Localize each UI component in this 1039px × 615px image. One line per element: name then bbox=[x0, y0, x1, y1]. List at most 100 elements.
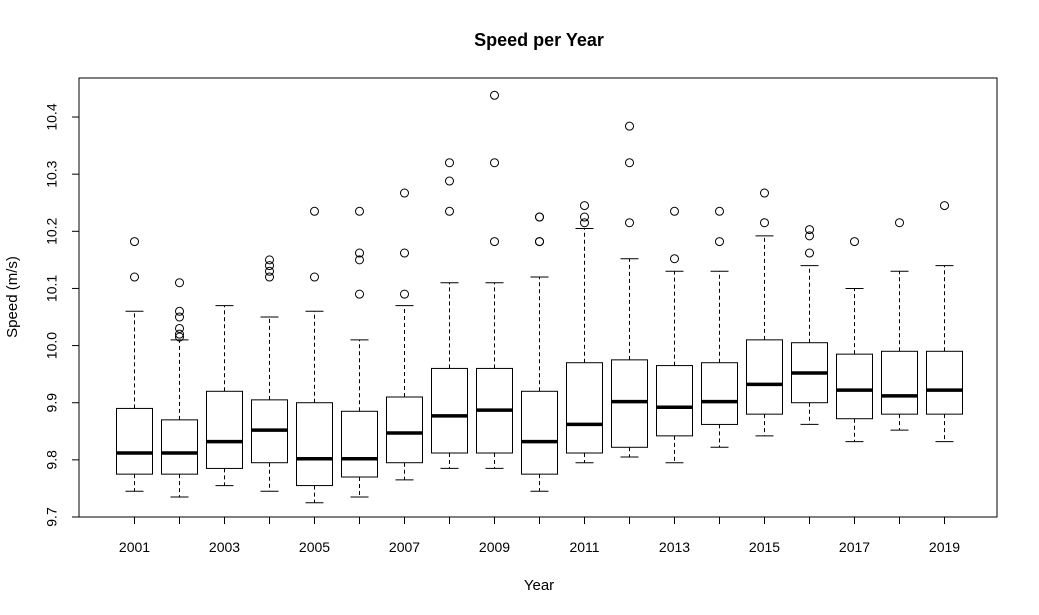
y-tick-label: 9.9 bbox=[44, 393, 60, 413]
outlier-point bbox=[130, 237, 139, 247]
outlier-point bbox=[850, 237, 859, 247]
x-tick-label: 2019 bbox=[929, 539, 960, 555]
box-2006 bbox=[341, 206, 378, 498]
outlier-point bbox=[310, 272, 319, 282]
outlier-point bbox=[355, 248, 364, 258]
iqr-box bbox=[431, 367, 468, 454]
x-tick-label: 2003 bbox=[209, 539, 240, 555]
outlier-point bbox=[715, 206, 724, 216]
box-2011 bbox=[566, 201, 603, 464]
box-2017 bbox=[836, 237, 873, 443]
outlier-point bbox=[580, 218, 589, 228]
box-2013 bbox=[656, 206, 693, 464]
outlier-point bbox=[130, 272, 139, 282]
outlier-point bbox=[265, 255, 274, 265]
outlier-point bbox=[175, 306, 184, 316]
box-2018 bbox=[881, 218, 918, 431]
iqr-box bbox=[206, 390, 243, 469]
outlier-point bbox=[445, 206, 454, 216]
iqr-box bbox=[566, 362, 603, 454]
box-2001 bbox=[116, 237, 153, 492]
y-tick-label: 10.1 bbox=[44, 275, 60, 302]
outlier-point bbox=[625, 121, 634, 131]
outlier-point bbox=[175, 323, 184, 333]
x-tick-label: 2011 bbox=[569, 539, 599, 555]
outlier-point bbox=[805, 248, 814, 258]
box-2016 bbox=[791, 225, 828, 425]
box-2019 bbox=[926, 201, 963, 443]
y-tick-label: 9.8 bbox=[44, 450, 60, 470]
x-tick-label: 2009 bbox=[479, 539, 510, 555]
iqr-box bbox=[611, 359, 648, 448]
x-tick-label: 2001 bbox=[119, 539, 150, 555]
x-tick-label: 2015 bbox=[749, 539, 780, 555]
iqr-box bbox=[656, 365, 693, 437]
outlier-point bbox=[265, 272, 274, 282]
outlier-point bbox=[355, 206, 364, 216]
x-tick-label: 2007 bbox=[389, 539, 420, 555]
outlier-point bbox=[175, 332, 184, 342]
y-axis-label: Speed (m/s) bbox=[4, 256, 21, 338]
outlier-point bbox=[355, 289, 364, 299]
outlier-point bbox=[400, 289, 409, 299]
outlier-point bbox=[175, 278, 184, 288]
iqr-box bbox=[836, 353, 873, 420]
outlier-point bbox=[355, 255, 364, 265]
box-2005 bbox=[296, 206, 333, 504]
outlier-point bbox=[310, 206, 319, 216]
box-2012 bbox=[611, 121, 648, 458]
outlier-point bbox=[265, 261, 274, 271]
outlier-point bbox=[805, 225, 814, 235]
outlier-point bbox=[760, 188, 769, 198]
outlier-point bbox=[625, 158, 634, 168]
outlier-point bbox=[175, 329, 184, 339]
outlier-point bbox=[445, 176, 454, 186]
iqr-box bbox=[296, 402, 333, 487]
outlier-point bbox=[175, 312, 184, 322]
iqr-box bbox=[116, 407, 153, 475]
outlier-point bbox=[580, 201, 589, 211]
outlier-point bbox=[445, 158, 454, 168]
y-tick-label: 10.4 bbox=[44, 103, 60, 130]
outlier-point bbox=[715, 237, 724, 247]
box-2015 bbox=[746, 188, 783, 437]
box-2008 bbox=[431, 158, 468, 469]
outlier-point bbox=[940, 201, 949, 211]
plot-area-frame bbox=[78, 77, 998, 518]
box-2004 bbox=[251, 255, 288, 492]
y-tick-label: 10.0 bbox=[44, 332, 60, 359]
y-tick-label: 10.3 bbox=[44, 160, 60, 187]
box-series bbox=[116, 90, 963, 504]
outlier-point bbox=[625, 218, 634, 228]
iqr-box bbox=[701, 362, 738, 425]
iqr-box bbox=[161, 419, 198, 475]
x-tick-label: 2017 bbox=[839, 539, 870, 555]
x-axis: 2001 2003 2005 2007 2009 2011 2013 2015 2017 2019 bbox=[119, 517, 960, 555]
box-2007 bbox=[386, 188, 423, 481]
outlier-point bbox=[490, 90, 499, 100]
outlier-point bbox=[400, 188, 409, 198]
outlier-point bbox=[490, 158, 499, 168]
x-axis-label: Year bbox=[524, 577, 554, 594]
iqr-box bbox=[341, 410, 378, 478]
outlier-point bbox=[670, 206, 679, 216]
outlier-point bbox=[535, 212, 544, 222]
outlier-point bbox=[895, 218, 904, 228]
box-2002 bbox=[161, 278, 198, 498]
iqr-box bbox=[386, 396, 423, 464]
box-2003 bbox=[206, 305, 243, 487]
iqr-box bbox=[881, 350, 918, 415]
outlier-point bbox=[760, 218, 769, 228]
outlier-point bbox=[670, 254, 679, 264]
outlier-point bbox=[490, 237, 499, 247]
outlier-point bbox=[265, 266, 274, 276]
x-tick-label: 2005 bbox=[299, 539, 330, 555]
x-tick-label: 2013 bbox=[659, 539, 690, 555]
outlier-point bbox=[805, 231, 814, 241]
box-2014 bbox=[701, 206, 738, 448]
iqr-box bbox=[521, 390, 558, 475]
iqr-box bbox=[926, 350, 963, 415]
box-2009 bbox=[476, 90, 513, 469]
y-tick-label: 10.2 bbox=[44, 217, 60, 244]
